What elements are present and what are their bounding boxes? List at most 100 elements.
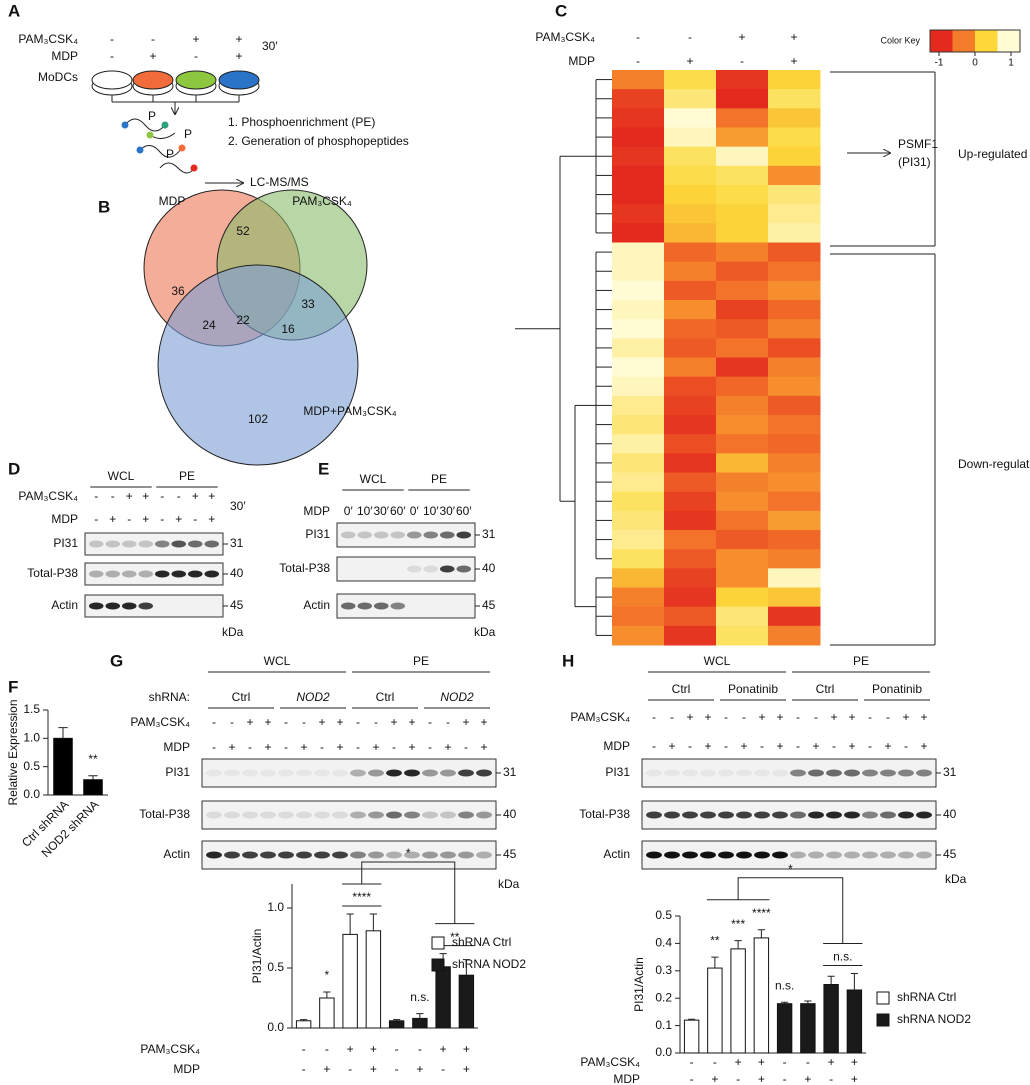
legend-swatch (876, 991, 890, 1005)
sign: + (884, 739, 891, 753)
band (423, 565, 439, 573)
y-axis-label: Relative Expression (6, 699, 20, 805)
set-label: MDP+PAM₃CSK₄ (303, 404, 396, 418)
sign: - (110, 32, 114, 46)
heat-cell (612, 165, 665, 186)
treatment-label: MDP (173, 1062, 200, 1076)
sign: - (110, 49, 114, 63)
band (260, 851, 276, 859)
sign: - (302, 715, 306, 729)
band (718, 851, 734, 859)
band (718, 769, 734, 777)
sign: + (851, 1072, 858, 1085)
phospho-site (190, 164, 198, 172)
band (718, 811, 734, 819)
sign: 0′ (410, 504, 420, 518)
band (121, 570, 137, 578)
y-tick-label: 1.0 (23, 731, 40, 745)
band (898, 851, 914, 859)
bar (435, 966, 451, 1029)
heat-cell (664, 472, 717, 493)
band (138, 570, 154, 578)
sign: + (444, 740, 451, 754)
heat-cell (768, 204, 821, 224)
group-label: PE (179, 469, 195, 483)
venn-count: 52 (236, 224, 250, 238)
subgroup-label: Ponatinib (728, 682, 778, 696)
band (664, 769, 680, 777)
band (456, 565, 472, 573)
heat-cell (768, 510, 821, 531)
y-tick-label: 0.3 (655, 963, 672, 977)
band (404, 811, 420, 819)
sign: + (812, 739, 819, 753)
sign: - (428, 740, 432, 754)
band (187, 540, 203, 548)
heat-cell (716, 453, 769, 473)
heat-cell (768, 70, 821, 90)
heat-cell (664, 453, 717, 473)
heat-cell (664, 146, 717, 167)
panel-label: G (110, 651, 123, 670)
sign: - (428, 715, 432, 729)
sign: + (336, 740, 343, 754)
bar (319, 997, 335, 1029)
band-label: PI31 (165, 765, 190, 779)
heat-cell (612, 146, 665, 167)
band (736, 769, 752, 777)
sign: - (724, 710, 728, 724)
sign: + (776, 710, 783, 724)
band (88, 570, 104, 578)
heat-cell (664, 261, 717, 282)
band (898, 769, 914, 777)
band (456, 603, 471, 610)
heat-cell (612, 185, 665, 205)
panel-label: E (318, 459, 329, 478)
panel-label: B (98, 197, 110, 216)
heat-cell (768, 415, 821, 435)
sign: 30′ (373, 504, 389, 518)
sign: + (408, 715, 415, 729)
sign: + (830, 710, 837, 724)
error-bar (711, 956, 719, 969)
heat-cell (664, 606, 717, 627)
significance: **** (752, 906, 771, 920)
error-bar (781, 1001, 789, 1004)
band (772, 811, 788, 819)
band (880, 851, 896, 859)
heat-cell (768, 395, 821, 416)
significance: n.s. (833, 950, 852, 964)
band (916, 811, 932, 819)
band (390, 566, 405, 573)
key-swatch (952, 30, 976, 52)
band (440, 851, 456, 859)
legend-label: shRNA Ctrl (452, 935, 511, 949)
y-tick-label: 0.5 (655, 908, 672, 922)
venn-count: 36 (171, 284, 185, 298)
error-bar (416, 1013, 424, 1019)
heat-cell (612, 472, 665, 493)
sign: 60′ (390, 504, 406, 518)
band (404, 851, 420, 859)
sign: - (814, 710, 818, 724)
y-tick-label: 0.5 (267, 960, 284, 974)
y-axis-label: PI31/Actin (632, 957, 646, 1012)
subgroup-label: Ctrl (232, 690, 251, 704)
band (357, 566, 372, 573)
heat-cell (612, 376, 665, 397)
step: 2. Generation of phosphopeptides (228, 134, 409, 148)
band (736, 811, 752, 819)
heat-cell (716, 165, 769, 186)
band-label: Actin (163, 847, 190, 861)
band (476, 811, 492, 819)
significance: * (325, 968, 330, 982)
sign: - (783, 1072, 787, 1085)
sign: - (111, 489, 115, 503)
error-bar (346, 913, 354, 935)
heat-cell (768, 606, 821, 627)
treatment-label: PAM₃CSK₄ (570, 710, 630, 724)
band (368, 811, 384, 819)
treatment-label: PAM₃CSK₄ (130, 715, 190, 729)
band (138, 602, 154, 610)
sign: - (284, 715, 288, 729)
